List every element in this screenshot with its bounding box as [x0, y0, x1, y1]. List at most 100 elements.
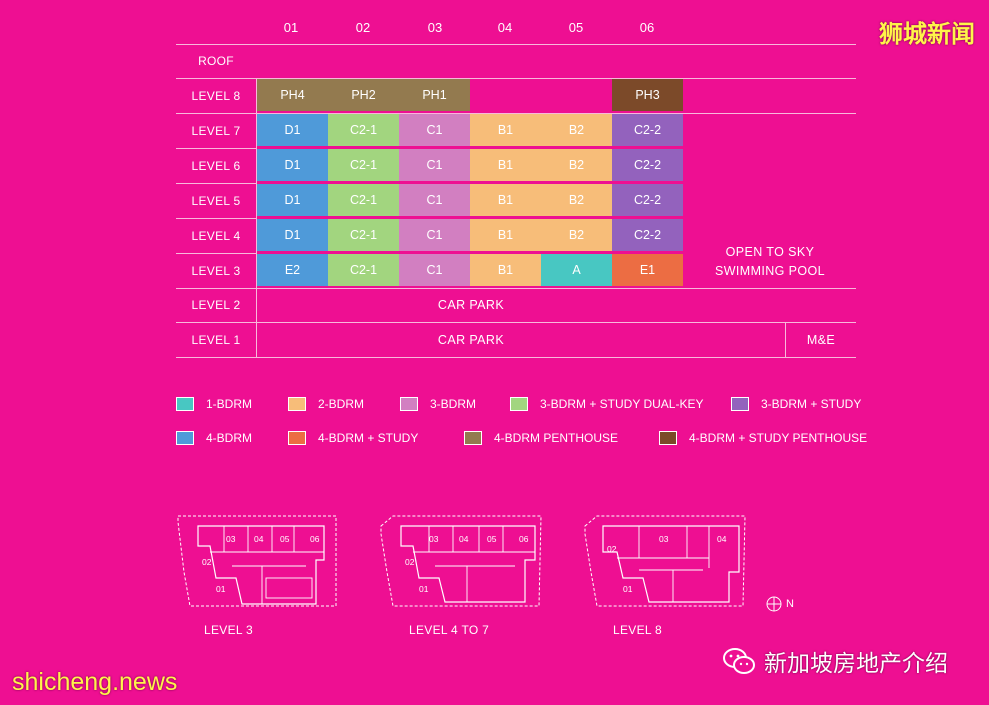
grid-line: [176, 218, 256, 219]
legend-swatch: [659, 431, 677, 445]
floor-plan-level-4-to-7: 02 01 03 04 05 06: [380, 515, 542, 607]
legend-swatch: [288, 431, 306, 445]
grid-line: [176, 357, 856, 358]
unit-cell: PH4: [257, 79, 329, 112]
plan-label-level-4-to-7: LEVEL 4 TO 7: [409, 623, 490, 637]
plan-unit-label: 02: [202, 557, 212, 567]
unit-cell: C1: [399, 114, 471, 147]
legend-label: 3-BDRM + STUDY DUAL-KEY: [540, 397, 704, 411]
unit-cell: C2-1: [328, 114, 400, 147]
grid-line: [176, 183, 256, 184]
legend-item-b4: 4-BDRM: [176, 429, 252, 447]
unit-cell: D1: [257, 184, 329, 217]
legend-item-b3: 3-BDRM: [400, 395, 476, 413]
unit-cell: A: [541, 254, 613, 287]
unit-cell: B1: [470, 184, 542, 217]
grid-line: [176, 113, 856, 114]
unit-cell: C2-1: [328, 184, 400, 217]
column-header-06: 06: [639, 20, 655, 35]
level-label-5: LEVEL 5: [191, 194, 241, 208]
level-label-4: LEVEL 4: [191, 229, 241, 243]
pool-label: OPEN TO SKY SWIMMING POOL: [700, 243, 840, 281]
grid-line: [256, 78, 257, 357]
plan-unit-label: 01: [419, 584, 429, 594]
legend-swatch: [510, 397, 528, 411]
plan-unit-label: 02: [607, 544, 617, 554]
compass-icon: [766, 596, 782, 612]
legend-item-dualkey: 3-BDRM + STUDY DUAL-KEY: [510, 395, 703, 413]
unit-cell: C2-1: [328, 254, 400, 287]
unit-cell: C2-2: [612, 184, 684, 217]
legend-label: 3-BDRM + STUDY: [761, 397, 862, 411]
unit-grid: ROOF LEVEL 8 LEVEL 7 LEVEL 6 LEVEL 5 LEV…: [176, 44, 856, 358]
unit-cell: C1: [399, 149, 471, 182]
legend-label: 4-BDRM + STUDY PENTHOUSE: [689, 431, 868, 445]
pool-label-line2: SWIMMING POOL: [714, 264, 826, 278]
unit-cell: B1: [470, 114, 542, 147]
plan-unit-label: 04: [254, 534, 264, 544]
grid-line: [176, 253, 256, 254]
unit-cell: C1: [399, 184, 471, 217]
unit-cell: C2-1: [328, 219, 400, 252]
car-park-level-2: CAR PARK: [437, 298, 505, 312]
legend-label: 4-BDRM: [206, 431, 253, 445]
grid-line: [176, 44, 856, 45]
north-label: N: [786, 598, 794, 610]
plan-unit-label: 03: [659, 534, 669, 544]
column-header-03: 03: [427, 20, 443, 35]
unit-cell: E1: [612, 254, 684, 287]
grid-line: [176, 322, 856, 323]
plan-label-level-3: LEVEL 3: [204, 623, 254, 637]
legend-swatch: [176, 431, 194, 445]
legend-item-ph3: 4-BDRM + STUDY PENTHOUSE: [659, 429, 867, 447]
legend-item-b1: 1-BDRM: [176, 395, 252, 413]
legend-label: 4-BDRM + STUDY: [318, 431, 419, 445]
unit-cell: B2: [541, 114, 613, 147]
north-compass: N: [765, 595, 794, 613]
plan-unit-label: 05: [280, 534, 290, 544]
level-label-2: LEVEL 2: [191, 298, 241, 312]
unit-cell: C1: [399, 254, 471, 287]
grid-line: [176, 148, 256, 149]
plan-unit-label: 06: [519, 534, 529, 544]
legend-item-ph4: 4-BDRM PENTHOUSE: [464, 429, 618, 447]
unit-cell: C2-1: [328, 149, 400, 182]
unit-cell: B2: [541, 184, 613, 217]
column-header-02: 02: [355, 20, 371, 35]
legend-swatch: [176, 397, 194, 411]
watermark-top: 狮城新闻: [879, 21, 975, 48]
legend-swatch: [400, 397, 418, 411]
unit-cell: PH1: [399, 79, 471, 112]
plan-unit-label: 05: [487, 534, 497, 544]
legend-label: 1-BDRM: [206, 397, 253, 411]
unit-cell: C2-2: [612, 114, 684, 147]
wechat-account: 新加坡房地产介绍: [722, 641, 948, 681]
unit-cell: B2: [541, 149, 613, 182]
unit-cell: C2-2: [612, 149, 684, 182]
level-label-3: LEVEL 3: [191, 264, 241, 278]
plan-unit-label: 01: [623, 584, 633, 594]
plan-unit-label: 01: [216, 584, 226, 594]
wechat-label: 新加坡房地产介绍: [764, 650, 948, 676]
legend-label: 3-BDRM: [430, 397, 477, 411]
pool-label-line1: OPEN TO SKY: [725, 245, 815, 259]
column-header-05: 05: [568, 20, 584, 35]
car-park-level-1: CAR PARK: [437, 333, 505, 347]
watermark-bottom: shicheng.news: [12, 668, 178, 696]
wechat-icon: [723, 648, 755, 674]
floor-plan-level-8: 02 01 03 04: [584, 515, 746, 607]
unit-cell: B2: [541, 219, 613, 252]
unit-cell: D1: [257, 149, 329, 182]
plan-label-level-8: LEVEL 8: [613, 623, 663, 637]
level-label-8: LEVEL 8: [191, 89, 241, 103]
plan-unit-label: 04: [717, 534, 727, 544]
column-header-04: 04: [497, 20, 513, 35]
me-room: M&E: [806, 333, 836, 347]
unit-cell: PH2: [328, 79, 400, 112]
legend-item-b2: 2-BDRM: [288, 395, 364, 413]
level-label-7: LEVEL 7: [191, 124, 241, 138]
plan-unit-label: 06: [310, 534, 320, 544]
grid-line: [176, 78, 856, 79]
level-label-roof: ROOF: [198, 54, 234, 68]
legend-item-b3s: 3-BDRM + STUDY: [731, 395, 861, 413]
